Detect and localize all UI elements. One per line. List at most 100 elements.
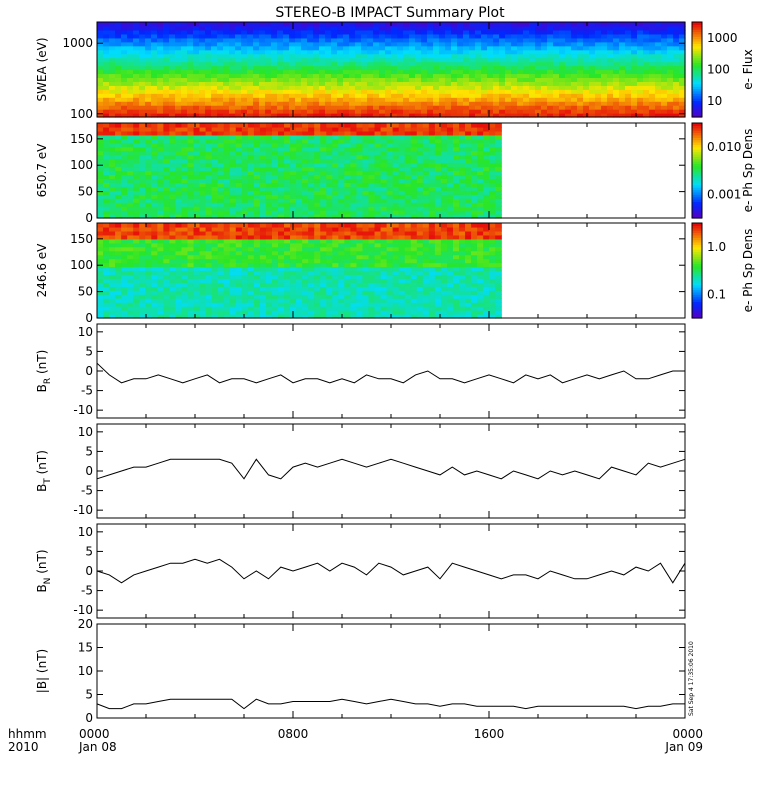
swea-cell	[613, 89, 620, 94]
pad650-cell	[369, 171, 376, 176]
pad650-cell	[236, 178, 243, 183]
pad650-cell	[224, 171, 231, 176]
pad650-cell	[145, 186, 152, 191]
pad246-cell	[242, 286, 249, 291]
swea-cell	[487, 97, 494, 102]
pad650-cell	[175, 123, 182, 128]
pad650-cell	[157, 206, 164, 211]
pad246-cell	[218, 271, 225, 276]
swea-cell	[577, 97, 584, 102]
swea-cell	[469, 89, 476, 94]
pad246-cell	[290, 306, 297, 311]
pad650-cell	[435, 194, 442, 199]
pad650-cell	[133, 127, 140, 132]
pad246-cell	[175, 274, 182, 279]
pad650-cell	[362, 143, 369, 148]
swea-cell	[511, 62, 518, 67]
swea-cell	[241, 34, 248, 39]
swea-cell	[241, 54, 248, 59]
pad650-cell	[381, 135, 388, 140]
swea-cell	[403, 77, 410, 82]
pad650-cell	[399, 167, 406, 172]
swea-cell	[469, 66, 476, 71]
pad650-cell	[417, 139, 424, 144]
swea-cell	[673, 62, 680, 67]
swea-cell	[175, 70, 182, 75]
swea-cell	[505, 85, 512, 90]
pad650-cell	[175, 163, 182, 168]
pad650-cell	[411, 159, 418, 164]
swea-cell	[259, 30, 266, 35]
pad650-cell	[181, 206, 188, 211]
pad246-cell	[127, 306, 134, 311]
swea-cell	[109, 42, 116, 47]
pad650-cell	[399, 171, 406, 176]
pad650-cell	[115, 139, 122, 144]
swea-cell	[541, 97, 548, 102]
swea-cell	[631, 38, 638, 43]
pad650-cell	[417, 143, 424, 148]
pad246-cell	[260, 274, 267, 279]
swea-cell	[361, 30, 368, 35]
swea-cell	[571, 66, 578, 71]
swea-cell	[103, 73, 110, 78]
swea-cell	[535, 89, 542, 94]
swea-cell	[463, 58, 470, 63]
pad650-cell	[344, 194, 351, 199]
pad246-cell	[308, 298, 315, 303]
swea-cell	[247, 109, 254, 114]
swea-cell	[409, 81, 416, 86]
pad246-cell	[224, 247, 231, 252]
pad650-cell	[181, 155, 188, 160]
pad650-cell	[284, 131, 291, 136]
pad650-cell	[145, 147, 152, 152]
swea-cell	[457, 77, 464, 82]
pad246-cell	[188, 231, 195, 236]
pad650-cell	[429, 182, 436, 187]
pad246-cell	[248, 271, 255, 276]
pad650-cell	[181, 123, 188, 128]
swea-cell	[175, 50, 182, 55]
pad650-cell	[200, 198, 207, 203]
pad650-cell	[350, 131, 357, 136]
swea-cell	[643, 62, 650, 67]
swea-cell	[277, 46, 284, 51]
swea-cell	[385, 58, 392, 63]
swea-cell	[565, 30, 572, 35]
swea-cell	[667, 109, 674, 114]
pad246-cell	[212, 274, 219, 279]
pad246-cell	[145, 286, 152, 291]
swea-cell	[97, 101, 104, 106]
swea-cell	[259, 42, 266, 47]
pad650-cell	[453, 190, 460, 195]
swea-cell	[595, 73, 602, 78]
pad650-cell	[302, 159, 309, 164]
pad650-cell	[109, 190, 116, 195]
swea-cell	[169, 30, 176, 35]
swea-cell	[109, 73, 116, 78]
pad650-cell	[387, 163, 394, 168]
pad650-cell	[278, 139, 285, 144]
swea-cell	[475, 97, 482, 102]
swea-cell	[415, 93, 422, 98]
pad650-cell	[200, 135, 207, 140]
pad246-cell	[236, 247, 243, 252]
swea-cell	[595, 85, 602, 90]
swea-cell	[631, 101, 638, 106]
swea-cell	[259, 101, 266, 106]
pad650-cell	[200, 167, 207, 172]
swea-cell	[319, 54, 326, 59]
swea-cell	[481, 73, 488, 78]
pad246-cell	[296, 243, 303, 248]
swea-cell	[253, 50, 260, 55]
swea-cell	[331, 58, 338, 63]
swea-cell	[211, 109, 218, 114]
swea-cell	[535, 109, 542, 114]
pad650-cell	[175, 202, 182, 207]
pad246-cell	[200, 294, 207, 299]
pad246-cell	[103, 290, 110, 295]
pad650-cell	[435, 151, 442, 156]
swea-cell	[253, 34, 260, 39]
swea-cell	[115, 109, 122, 114]
pad650-cell	[393, 202, 400, 207]
